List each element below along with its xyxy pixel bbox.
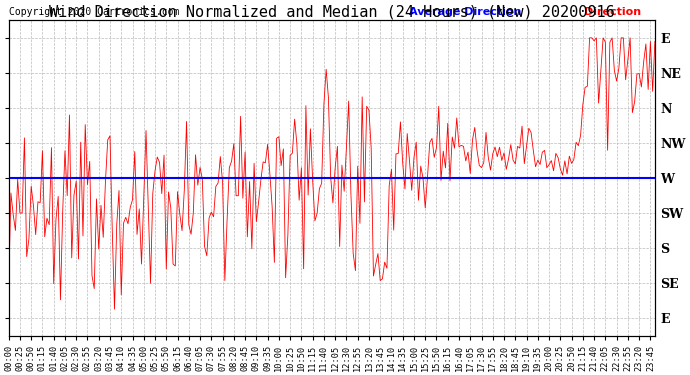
- Text: Direction: Direction: [584, 7, 641, 17]
- Text: Copyright 2020 Cartronics.com: Copyright 2020 Cartronics.com: [9, 7, 179, 17]
- Title: Wind Direction Normalized and Median (24 Hours) (New) 20200916: Wind Direction Normalized and Median (24…: [49, 4, 615, 19]
- Text: Average Direction: Average Direction: [409, 7, 522, 17]
